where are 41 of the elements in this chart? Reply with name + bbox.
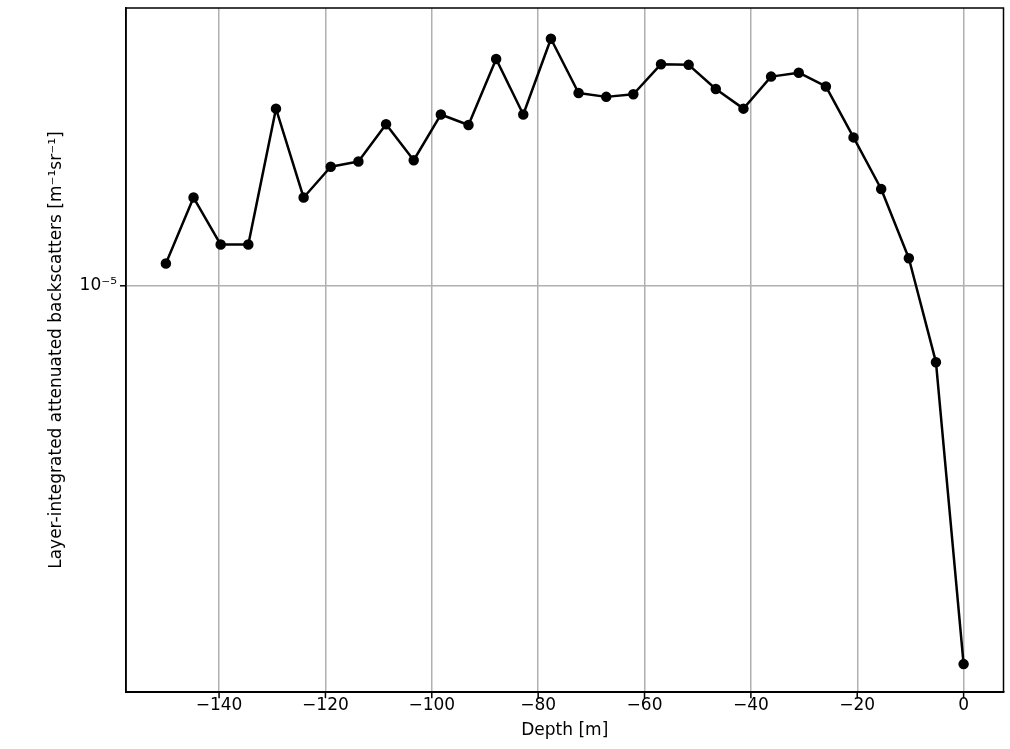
point (188, 192, 199, 203)
point (628, 89, 639, 100)
x-tick-label: −120 (302, 693, 349, 714)
point (765, 71, 777, 82)
point (518, 109, 529, 120)
point (683, 59, 694, 71)
point (435, 109, 447, 120)
x-tick-label: 0 (958, 693, 970, 714)
point (490, 53, 502, 65)
x-tick-label: −40 (732, 693, 769, 714)
point (848, 132, 859, 143)
point (408, 155, 419, 166)
point (463, 119, 474, 131)
y-axis-title: Layer-integrated attenuated backscatters [m⁻¹sr⁻¹] (44, 131, 65, 569)
point (325, 161, 336, 173)
x-axis-title: Depth [m] (521, 719, 609, 740)
point (243, 239, 254, 250)
x-tick-label: −100 (408, 693, 456, 714)
point (600, 91, 612, 103)
point (930, 356, 942, 368)
point (820, 81, 832, 92)
text: 10⁻⁵ (79, 274, 117, 295)
point (545, 33, 557, 44)
point (793, 67, 804, 78)
point (655, 58, 667, 70)
point (738, 103, 749, 114)
point (298, 192, 309, 203)
point (875, 183, 887, 195)
x-tick-label: −80 (520, 693, 557, 714)
point (710, 83, 722, 95)
point (380, 119, 392, 130)
x-tick-label: −60 (626, 693, 663, 714)
point (573, 87, 584, 99)
point (958, 658, 969, 670)
x-tick-label: −140 (195, 693, 243, 714)
point (353, 156, 364, 167)
x-tick-label: −20 (839, 693, 876, 714)
point (903, 253, 915, 264)
point (160, 258, 172, 269)
point (215, 239, 226, 250)
point (270, 103, 282, 114)
